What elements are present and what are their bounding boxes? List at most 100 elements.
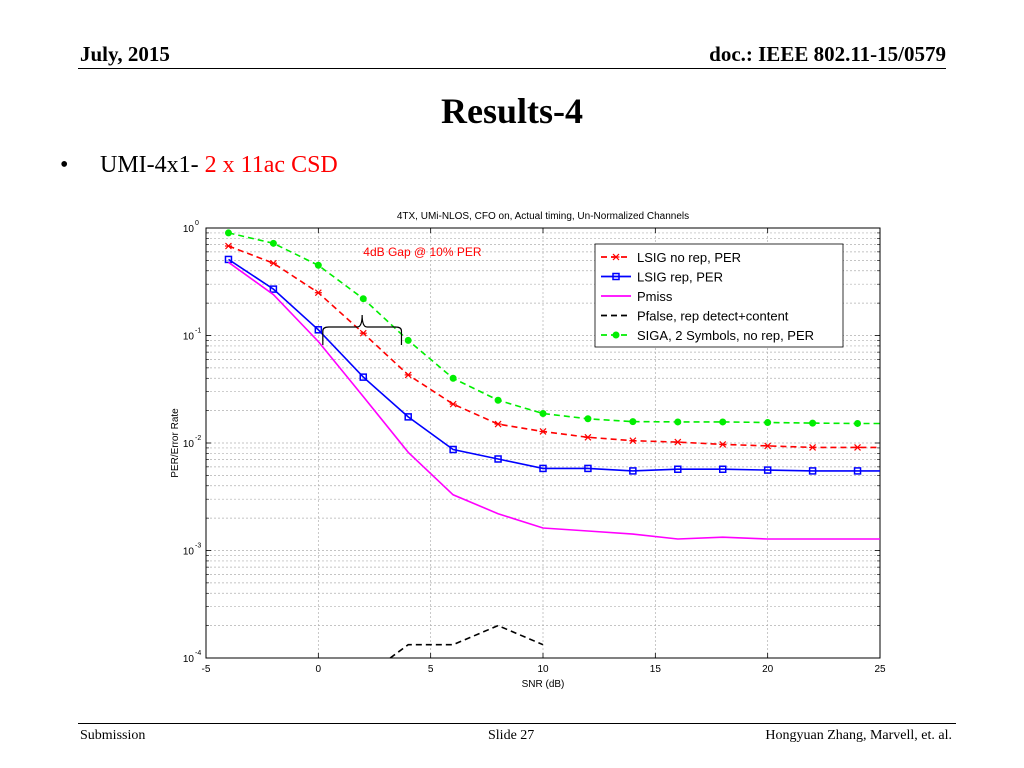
y-tick-exponent: 0 [195, 220, 199, 227]
data-point [314, 326, 323, 334]
legend-entry: Pmiss [601, 289, 673, 304]
data-point [449, 400, 457, 408]
legend-label: Pmiss [637, 289, 673, 304]
x-tick-label: -5 [202, 664, 211, 675]
legend-entry: LSIG rep, PER [601, 270, 723, 285]
series-pfalse-rep-detect-content [389, 624, 544, 659]
data-point [612, 253, 620, 261]
y-tick-label: 10 [183, 332, 195, 343]
data-point [314, 289, 322, 297]
data-point [629, 437, 637, 445]
bullet-item: • UMI-4x1- 2 x 11ac CSD [60, 152, 338, 179]
header-doc-number: doc.: IEEE 802.11-15/0579 [709, 42, 946, 66]
y-tick-exponent: -3 [195, 543, 201, 550]
x-tick-label: 15 [650, 664, 662, 675]
y-tick-label: 10 [183, 547, 195, 558]
data-point [763, 466, 772, 474]
data-point [269, 239, 277, 247]
x-tick-label: 25 [874, 664, 886, 675]
footer-authors: Hongyuan Zhang, Marvell, et. al. [765, 728, 952, 743]
data-point [449, 445, 457, 454]
y-tick-label: 10 [183, 224, 195, 235]
series-lsig-rep-per [224, 255, 880, 475]
legend-entry: SIGA, 2 Symbols, no rep, PER [601, 328, 814, 343]
data-point [494, 455, 502, 463]
data-point [764, 419, 772, 427]
y-tick-label: 10 [183, 654, 195, 665]
data-point [612, 331, 620, 339]
legend: LSIG no rep, PER LSIG rep, PER Pmiss Pfalse… [594, 243, 844, 348]
bullet-highlight: 2 x 11ac CSD [204, 152, 338, 178]
data-point [539, 428, 547, 435]
data-point [808, 467, 817, 475]
x-tick-label: 20 [762, 664, 774, 675]
legend-entry: LSIG no rep, PER [601, 250, 741, 265]
data-point [359, 295, 367, 303]
data-point [224, 242, 232, 250]
data-point [674, 438, 682, 446]
series-line [228, 232, 880, 425]
header-divider [78, 68, 946, 69]
footer-divider [78, 723, 956, 724]
slide-title: Results-4 [441, 91, 583, 131]
legend-box [594, 243, 844, 348]
data-point [719, 418, 727, 426]
x-tick-label: 0 [316, 664, 322, 675]
data-point [314, 261, 322, 269]
data-point [269, 285, 278, 293]
series-line [389, 624, 544, 659]
footer-submission: Submission [80, 728, 146, 743]
legend-label: SIGA, 2 Symbols, no rep, PER [637, 328, 814, 343]
data-point [539, 464, 547, 473]
data-point [674, 465, 682, 473]
data-point [404, 371, 412, 379]
y-tick-label: 10 [183, 439, 195, 450]
data-point [539, 410, 547, 418]
footer-slide-number: Slide 27 [488, 728, 535, 743]
x-tick-label: 10 [537, 664, 549, 675]
data-point [764, 442, 772, 450]
data-point [404, 336, 412, 344]
data-point [584, 464, 592, 473]
data-point [269, 259, 277, 267]
legend-label: LSIG no rep, PER [637, 250, 741, 265]
y-axis-label: PER/Error Rate [170, 408, 181, 478]
series-line [228, 261, 880, 540]
data-point [809, 443, 817, 451]
data-point [853, 467, 862, 475]
series-siga-2-symbols-no-rep-per [224, 229, 880, 427]
chart-title: 4TX, UMi-NLOS, CFO on, Actual timing, Un… [397, 211, 689, 222]
data-point [719, 440, 727, 448]
legend-label: LSIG rep, PER [637, 270, 723, 285]
data-point [629, 467, 637, 475]
data-point [584, 415, 592, 423]
data-point [612, 272, 620, 281]
data-point [674, 418, 682, 426]
bullet-text: UMI-4x1- [100, 152, 205, 178]
series-lsig-no-rep-per [224, 242, 880, 451]
data-point [224, 229, 232, 237]
legend-label: Pfalse, rep detect+content [637, 309, 789, 324]
data-point [359, 329, 367, 337]
data-point [809, 419, 817, 427]
data-point [449, 374, 457, 382]
header-date: July, 2015 [80, 42, 170, 66]
data-point [494, 396, 502, 404]
gap-annotation: 4dB Gap @ 10% PER [363, 245, 482, 259]
data-point [404, 413, 412, 421]
data-point [584, 433, 592, 441]
data-point [359, 373, 368, 381]
x-axis-label: SNR (dB) [522, 679, 565, 690]
data-point [494, 420, 502, 428]
data-point [854, 419, 862, 427]
y-tick-exponent: -4 [195, 650, 201, 657]
bullet-dot-icon: • [60, 152, 69, 178]
series-group [224, 229, 880, 659]
legend-entry: Pfalse, rep detect+content [601, 309, 789, 324]
series-line [228, 258, 880, 472]
data-point [718, 465, 727, 473]
series-line [228, 245, 880, 449]
y-tick-exponent: -2 [195, 435, 201, 442]
